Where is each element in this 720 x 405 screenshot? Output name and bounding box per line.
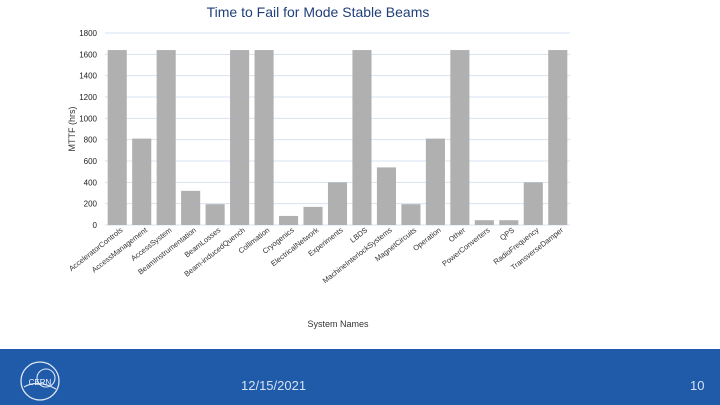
y-tick-label: 200	[84, 200, 98, 209]
y-tick-label: 600	[84, 157, 98, 166]
bar	[523, 182, 543, 225]
y-tick-label: 1800	[79, 29, 97, 38]
y-tick-label: 800	[84, 136, 98, 145]
bars	[107, 50, 568, 225]
bar	[450, 50, 470, 225]
bar	[548, 50, 568, 225]
bar	[499, 220, 519, 225]
bar	[303, 206, 323, 225]
bar	[205, 204, 225, 225]
bar	[230, 50, 250, 225]
y-tick-label: 0	[93, 221, 98, 230]
y-tick-label: 1000	[79, 114, 97, 123]
y-tick-label: 1600	[79, 50, 97, 59]
bar	[352, 50, 372, 225]
page-number: 10	[690, 378, 705, 393]
chart: Time to Fail for Mode Stable Beams 0 200 4…	[67, 4, 570, 329]
x-tick-label: QPS	[498, 225, 516, 242]
bar	[156, 50, 176, 225]
bar	[107, 50, 127, 225]
bar	[181, 190, 201, 225]
bar	[376, 167, 396, 225]
slide-footer: CERN 12/15/2021 10	[0, 349, 720, 405]
y-tick-label: 400	[84, 178, 98, 187]
bar	[327, 182, 348, 225]
bar	[132, 138, 152, 225]
y-tick-label: 1200	[79, 93, 97, 102]
logo-text: CERN	[29, 378, 52, 387]
cern-logo-icon: CERN	[20, 361, 60, 401]
x-tick-label: Operation	[411, 225, 442, 252]
footer-date: 12/15/2021	[241, 378, 307, 393]
y-axis-ticks: 0 200 400 600 800 1000 1200 1400 1600 1800	[79, 29, 97, 230]
x-axis-label: System Names	[307, 319, 369, 329]
bar	[474, 220, 494, 225]
bar	[279, 215, 299, 225]
bar	[254, 50, 274, 225]
y-tick-label: 1400	[79, 72, 97, 81]
y-axis-label: MTTF (hrs)	[67, 107, 77, 152]
bar	[401, 204, 421, 225]
chart-title: Time to Fail for Mode Stable Beams	[207, 4, 430, 20]
bar	[425, 138, 445, 225]
x-axis-labels: AcceleratorControlsAccessManagementAcces…	[67, 225, 565, 285]
